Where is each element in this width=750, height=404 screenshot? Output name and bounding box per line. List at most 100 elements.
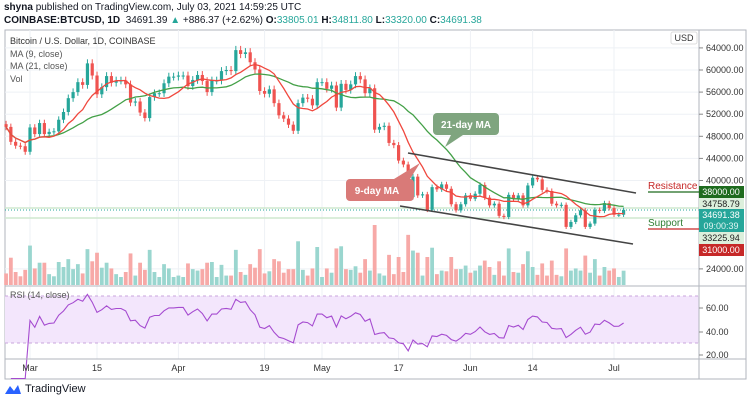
volume-bar [612,268,616,285]
volume-bar [382,275,387,285]
volume-bar [152,272,157,285]
price-tick-label: 24000.00 [706,264,744,274]
svg-text:38000.00: 38000.00 [702,187,740,197]
volume-bar [545,275,549,285]
candle [272,89,276,104]
volume-bar [257,249,262,285]
candle [310,98,315,106]
volume-bar [128,253,133,285]
time-tick-label: May [313,363,331,373]
candle [181,75,185,77]
volume-bar [104,262,109,285]
volume-bar [377,273,382,285]
channel-lower-line [399,205,634,245]
candle [440,184,444,190]
volume-bar [66,259,71,285]
resistance-label: Resistance [648,181,698,192]
volume-bar [186,263,190,285]
candle [57,119,61,132]
candle [128,84,133,103]
volume-bar [262,273,267,285]
volume-bar [205,262,210,285]
volume-bar [90,261,95,285]
volume-bar [253,267,257,285]
volume-bar [210,262,214,285]
volume-bar [482,260,487,285]
volume-bar [554,274,559,285]
tradingview-logo[interactable]: TradingView [4,383,86,395]
ma9-price-tag [699,232,744,244]
candle [267,89,271,94]
rsi-axis: 60.00 40.00 20.00 [699,303,729,360]
volume-bar [267,271,272,285]
volume-bar [238,272,243,285]
volume-bar [564,248,569,285]
volume-bar [401,272,406,285]
candle [559,204,563,206]
volume-bar [42,262,47,285]
volume-bar [85,249,90,285]
candle [574,215,578,222]
candle [95,75,99,95]
volume-bar [310,268,315,285]
candle [459,204,463,211]
candle [430,187,434,210]
volume-bar [23,269,28,285]
volume-bar [573,268,578,285]
volume-bar [114,274,119,285]
volume-bar [56,262,61,285]
volume-bar [621,270,626,285]
candle [18,145,23,147]
volume-bar [329,272,334,285]
volume-bar [540,263,545,285]
volume-bar [315,247,320,285]
volume-bar [181,277,186,285]
rsi-band [5,296,699,343]
candle [373,88,377,130]
time-tick-label: Apr [171,363,185,373]
volume-bar [71,269,75,285]
candle [535,177,540,180]
tradingview-icon [5,385,21,394]
rsi-tick: 60.00 [706,303,729,313]
candle [468,195,473,199]
price-axis: 64000.00 60000.00 56000.00 52000.00 48000.00… [699,43,744,274]
candle [14,141,18,146]
candle [301,97,305,104]
volume-bar [162,264,166,285]
candle [143,112,147,119]
price-tick-label: 40000.00 [706,175,744,185]
rsi-line [10,293,624,380]
volume-bar [171,277,176,285]
candle [377,126,382,130]
volume-bar [138,262,143,285]
candle [483,184,487,198]
volume-bar [415,252,420,285]
candle [621,209,626,215]
candle [167,76,171,84]
volume-bar [248,264,253,285]
candle [329,85,334,89]
volume-bar [123,272,128,285]
candle [554,203,559,206]
candle [420,194,425,196]
symbol-info: COINBASE:BTCUSD, 1D 34691.39 ▲ +886.37 (… [4,15,482,26]
candle [234,50,238,72]
candle [224,70,228,72]
svg-text:34691.38: 34691.38 [702,210,740,220]
ma21-price-tag [699,198,744,209]
candle [325,82,329,89]
candle [157,93,161,95]
candle [602,203,607,211]
svg-text:21-day MA: 21-day MA [441,120,491,131]
candle [607,203,611,209]
volume-bar [176,275,181,285]
volume-bar [219,264,224,285]
volume-bar [458,269,463,285]
time-tick-label: 15 [92,363,102,373]
volume-bar [592,259,597,285]
time-tick-label: Mar [22,363,38,373]
candle [61,111,66,120]
candle [191,79,195,87]
